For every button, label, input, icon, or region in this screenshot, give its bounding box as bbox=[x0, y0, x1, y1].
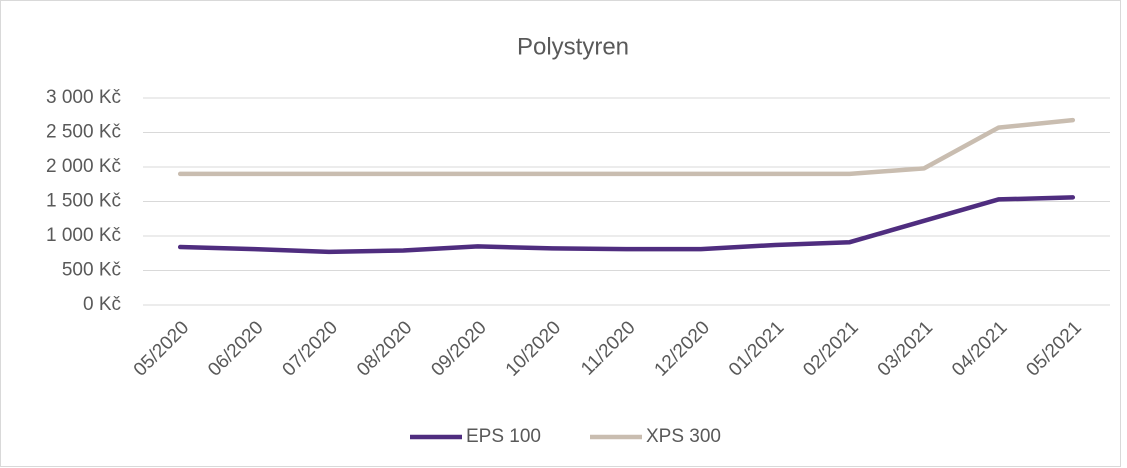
y-tick-label: 3 000 Kč bbox=[46, 87, 121, 108]
chart-title: Polystyren bbox=[517, 33, 629, 60]
series-line bbox=[177, 117, 1076, 177]
y-tick-label: 500 Kč bbox=[62, 260, 121, 281]
y-tick-label: 2 500 Kč bbox=[46, 122, 121, 143]
y-tick-label: 0 Kč bbox=[83, 294, 121, 315]
y-tick-label: 1 500 Kč bbox=[46, 191, 121, 212]
series-line bbox=[177, 195, 1076, 255]
y-tick-label: 2 000 Kč bbox=[46, 156, 121, 177]
y-tick-label: 1 000 Kč bbox=[46, 225, 121, 246]
legend-label: EPS 100 bbox=[466, 426, 541, 447]
legend-label: XPS 300 bbox=[646, 426, 721, 447]
